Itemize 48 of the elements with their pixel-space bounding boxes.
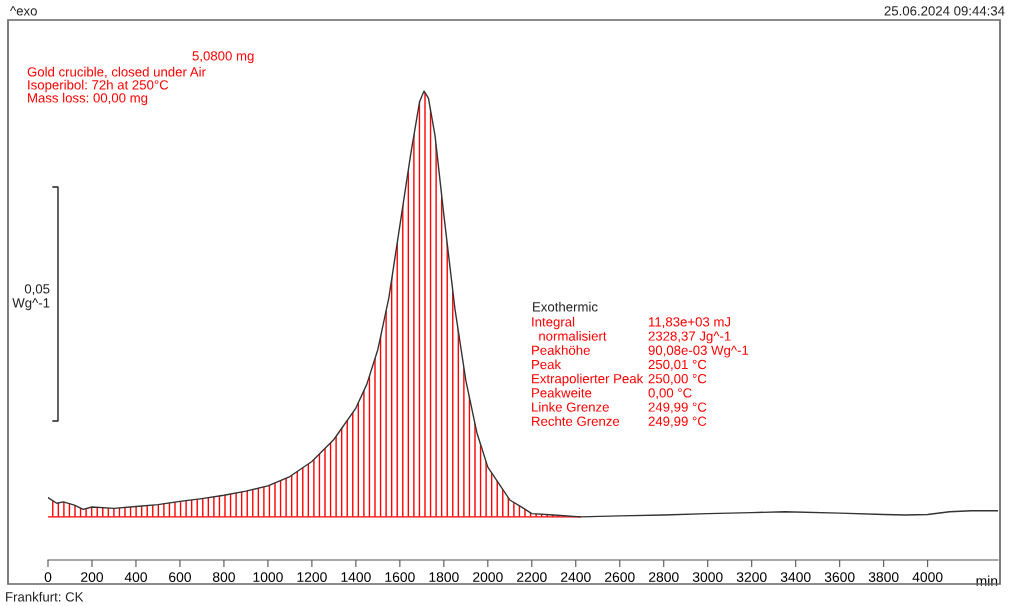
- annotation: 2328,37 Jg^-1: [648, 331, 731, 344]
- annotation: Linke Grenze: [532, 402, 609, 412]
- x-tick-label: 400: [124, 572, 148, 583]
- x-tick-label: 0: [44, 572, 52, 583]
- annotation: Isoperibol: 72h at 250°C: [28, 79, 169, 93]
- text: ^exo: [10, 6, 37, 16]
- annotation: Mass loss: 00,00 mg: [28, 92, 148, 106]
- x-axis-title: min: [976, 575, 998, 586]
- x-tick-label: 1200: [297, 572, 327, 583]
- text: 5,0800 mg: [192, 51, 254, 64]
- x-tick-label: 3800: [868, 572, 899, 583]
- annotation: 11,83e+03 mJ: [649, 317, 731, 329]
- annotation: 249,99 °C: [648, 402, 707, 414]
- text: Frankfurt: CK: [6, 591, 84, 602]
- annotation: Wg^-1: [12, 298, 50, 311]
- annotation: Integral: [532, 316, 575, 330]
- x-tick-label: 4000: [912, 572, 943, 583]
- annotation: Peakhöhe: [532, 345, 590, 355]
- x-tick-label: 800: [212, 572, 235, 583]
- x-tick-label: 3400: [780, 572, 811, 583]
- text: Gold crucible, closed under Air: [27, 66, 206, 79]
- x-tick-label: 2000: [473, 572, 503, 583]
- x-tick-label: 2200: [517, 572, 547, 583]
- annotation: 250,01 °C: [648, 359, 707, 371]
- x-tick-label: 1600: [385, 572, 415, 583]
- annotation: Rechte Grenze: [532, 416, 620, 426]
- x-tick-label: 2400: [561, 572, 591, 583]
- x-tick-label: 200: [81, 572, 104, 583]
- annotation: 90,08e-03 Wg^-1: [648, 345, 749, 358]
- annotation: 0,00 °C: [648, 388, 692, 400]
- x-tick-label: 2600: [605, 572, 635, 583]
- annotation: Exothermic: [533, 301, 598, 312]
- annotation: Extrapolierter Peak: [532, 373, 644, 386]
- x-tick-label: 1000: [253, 572, 283, 583]
- annotation: 250,00 °C: [648, 374, 707, 385]
- annotation: Peakweite: [532, 387, 592, 398]
- x-tick-label: 3200: [736, 572, 767, 583]
- annotation: Peak: [532, 359, 562, 370]
- annotation: 0,05: [24, 284, 50, 296]
- x-tick-label: 3600: [824, 572, 855, 583]
- text: 25.06.2024 09:44:34: [884, 6, 1005, 16]
- x-tick-label: 1800: [429, 572, 459, 583]
- x-tick-label: 600: [169, 572, 191, 583]
- annotation: normalisiert: [539, 331, 607, 341]
- x-tick-label: 2800: [648, 572, 679, 583]
- x-tick-label: 1400: [341, 572, 371, 583]
- x-tick-label: 3000: [692, 572, 723, 583]
- annotation: 249,99 °C: [648, 416, 707, 428]
